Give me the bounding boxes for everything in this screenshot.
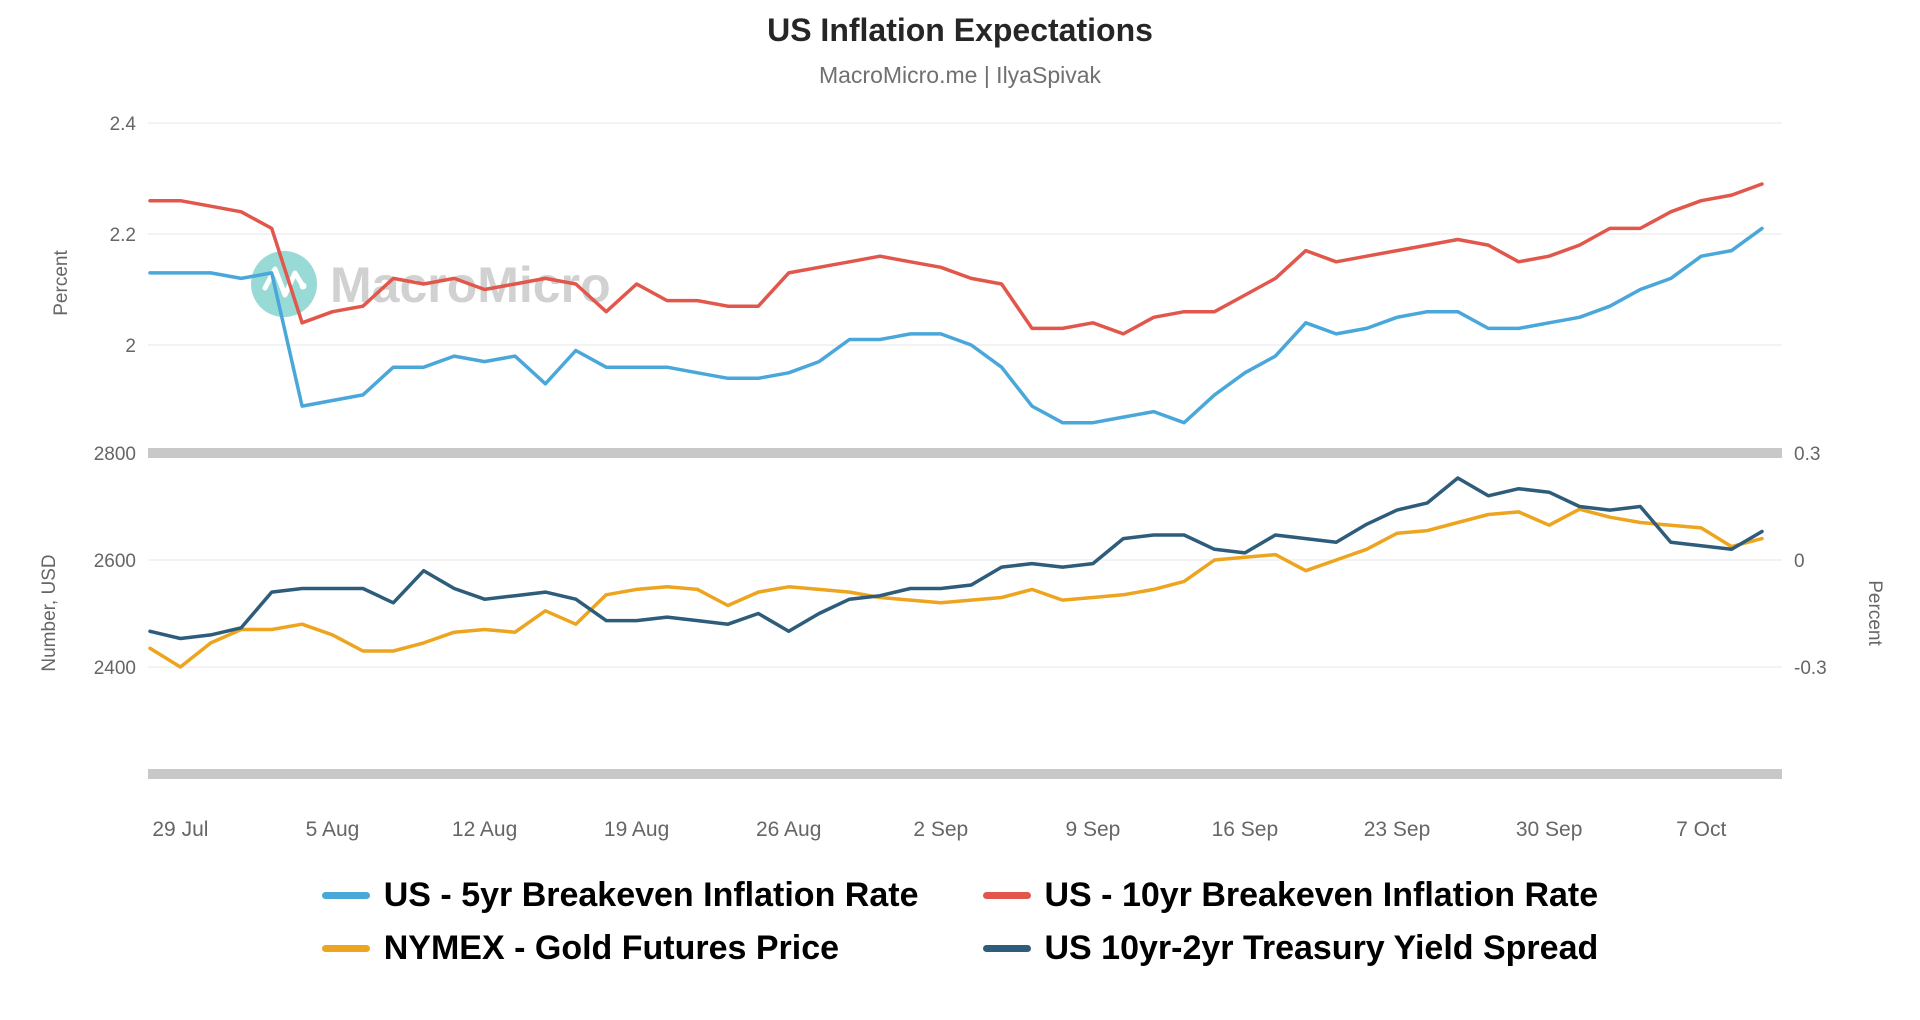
series-line-10yr-breakeven[interactable] bbox=[148, 182, 1764, 336]
bottom-right-axis-title: Percent bbox=[1864, 580, 1885, 646]
x-axis-tick-label: 19 Aug bbox=[604, 818, 669, 841]
panel-separator-bar bbox=[148, 448, 1782, 458]
panel-separator-bar bbox=[148, 769, 1782, 779]
series-line-yield-spread[interactable] bbox=[148, 476, 1764, 641]
x-axis-tick-label: 30 Sep bbox=[1516, 818, 1583, 841]
legend-marker bbox=[982, 892, 1031, 899]
x-axis-tick-label: 16 Sep bbox=[1212, 818, 1279, 841]
legend-label: US - 5yr Breakeven Inflation Rate bbox=[383, 876, 919, 914]
bottom-left-axis-title: Number, USD bbox=[39, 554, 60, 672]
logo-circle bbox=[251, 251, 317, 317]
logo-pulse-dot bbox=[299, 282, 307, 290]
x-axis-tick-label: 7 Oct bbox=[1676, 818, 1726, 841]
x-axis-tick-label: 5 Aug bbox=[306, 818, 360, 841]
y-axis-tick-label: 0.3 bbox=[1794, 444, 1820, 465]
x-axis-tick-label: 12 Aug bbox=[452, 818, 517, 841]
y-axis-tick-label: 2.4 bbox=[110, 114, 137, 135]
legend-marker bbox=[321, 945, 370, 952]
legend-label: NYMEX - Gold Futures Price bbox=[383, 929, 840, 967]
y-axis-tick-label: 2 bbox=[125, 336, 136, 357]
x-axis-tick-label: 23 Sep bbox=[1364, 818, 1431, 841]
y-axis-tick-label: 0 bbox=[1794, 551, 1805, 572]
series-line-5yr-breakeven[interactable] bbox=[148, 226, 1764, 425]
legend-marker bbox=[982, 945, 1031, 952]
legend: US - 5yr Breakeven Inflation Rate US - 10… bbox=[0, 876, 1920, 968]
y-axis-tick-label: -0.3 bbox=[1794, 658, 1827, 679]
legend-item[interactable]: NYMEX - Gold Futures Price bbox=[321, 929, 840, 968]
x-axis-tick-label: 29 Jul bbox=[152, 818, 208, 841]
legend-item[interactable]: US - 10yr Breakeven Inflation Rate bbox=[982, 876, 1599, 915]
y-axis-tick-label: 2800 bbox=[94, 444, 136, 465]
x-axis-tick-label: 26 Aug bbox=[756, 818, 821, 841]
legend-marker bbox=[321, 892, 370, 899]
y-axis-tick-label: 2.2 bbox=[110, 225, 136, 246]
chart-subtitle: MacroMicro.me | IlyaSpivak bbox=[818, 62, 1102, 88]
y-axis-tick-label: 2600 bbox=[94, 551, 136, 572]
top-left-axis-title: Percent bbox=[51, 250, 72, 316]
legend-label: US - 10yr Breakeven Inflation Rate bbox=[1044, 876, 1599, 914]
chart-canvas[interactable]: 2.4 2.2 2 2800 2600 2400 0.3 0 -0.3 29 Jul 5 Aug 12… bbox=[0, 0, 1920, 860]
legend-item[interactable]: US 10yr-2yr Treasury Yield Spread bbox=[982, 929, 1599, 968]
x-axis-tick-label: 9 Sep bbox=[1065, 818, 1120, 841]
series-line-gold-futures[interactable] bbox=[148, 507, 1764, 669]
legend-item[interactable]: US - 5yr Breakeven Inflation Rate bbox=[321, 876, 919, 915]
legend-label: US 10yr-2yr Treasury Yield Spread bbox=[1044, 929, 1599, 967]
x-axis-tick-label: 2 Sep bbox=[913, 818, 968, 841]
y-axis-tick-label: 2400 bbox=[94, 658, 136, 679]
chart-title: US Inflation Expectations bbox=[767, 12, 1153, 48]
